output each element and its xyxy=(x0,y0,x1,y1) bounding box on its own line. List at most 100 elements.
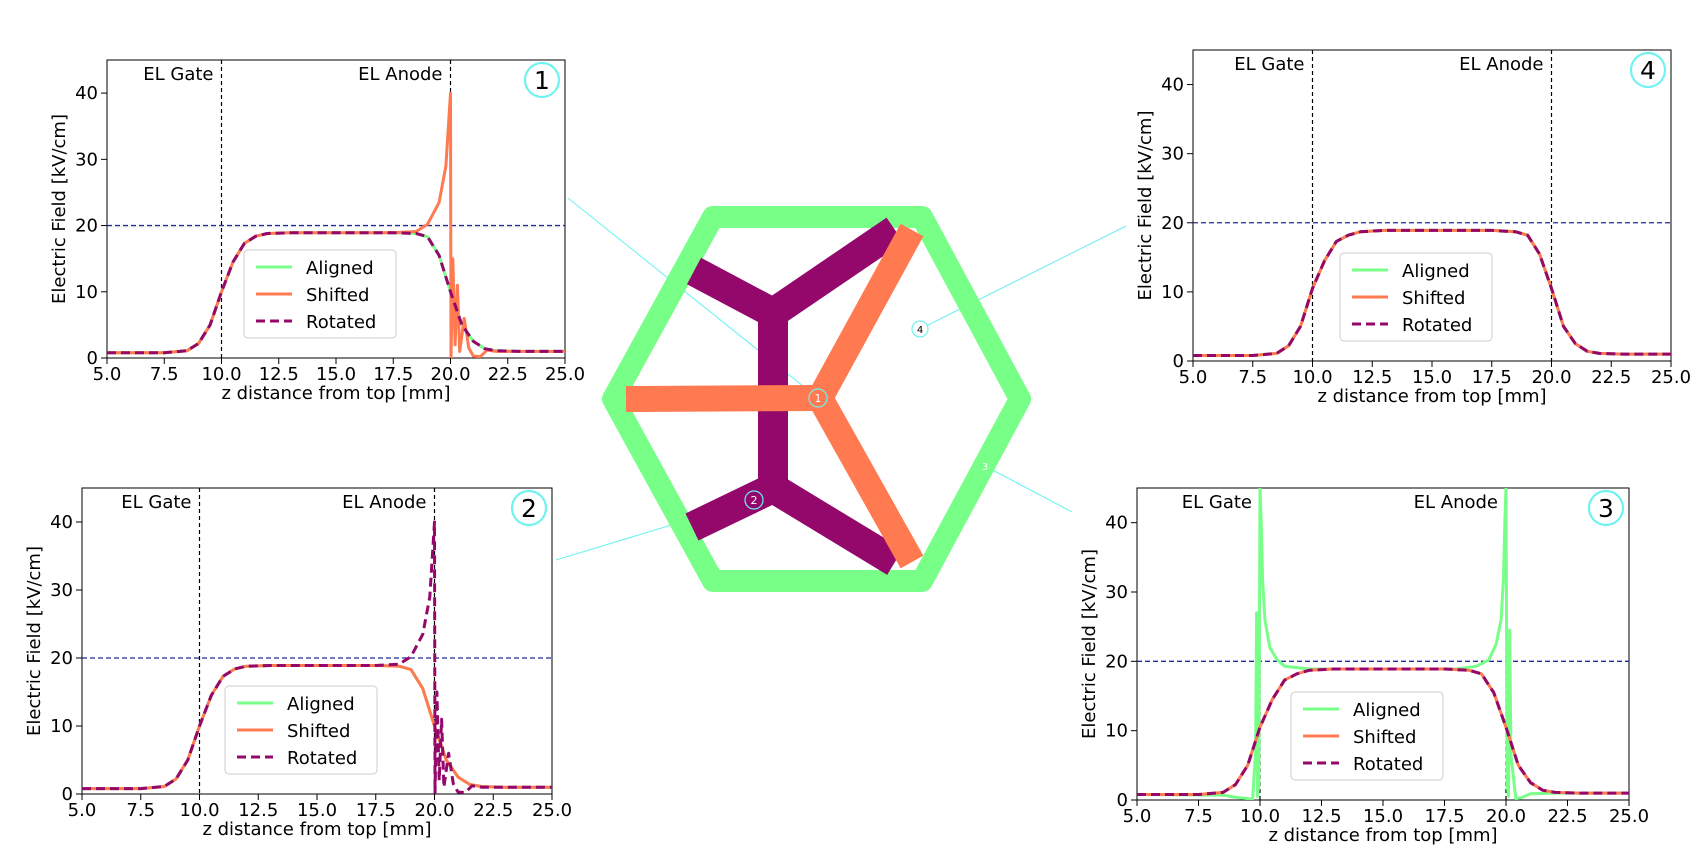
legend-label-3-shifted: Shifted xyxy=(1353,727,1416,748)
legend-label-3-rotated: Rotated xyxy=(1353,754,1423,775)
x-tick-label-3-8: 25.0 xyxy=(1609,806,1649,827)
x-tick-label-3-3: 12.5 xyxy=(1301,806,1341,827)
shifted-strip-2 xyxy=(808,223,924,405)
y-tick-label-4-0: 0 xyxy=(1173,351,1184,372)
y-tick-label-4-3: 30 xyxy=(1161,144,1184,165)
rotated-strip-2 xyxy=(686,257,781,327)
series-line-1-shifted xyxy=(107,91,565,358)
diagram-marker-label-1: 1 xyxy=(815,392,822,405)
y-tick-label-2-4: 40 xyxy=(50,512,73,533)
x-tick-label-2-1: 7.5 xyxy=(126,800,155,821)
x-tick-label-4-2: 10.0 xyxy=(1292,367,1332,388)
x-tick-label-2-0: 5.0 xyxy=(68,800,97,821)
x-tick-label-2-2: 10.0 xyxy=(179,800,219,821)
series-line-3-rotated xyxy=(1137,667,1629,796)
y-tick-label-3-3: 30 xyxy=(1105,582,1128,603)
y-tick-label-4-4: 40 xyxy=(1161,75,1184,96)
panel-badge-label-2: 2 xyxy=(521,494,537,523)
y-tick-label-2-2: 20 xyxy=(50,648,73,669)
hexagon-frame xyxy=(602,206,1031,592)
legend-label-1-aligned: Aligned xyxy=(306,258,374,279)
x-tick-label-1-6: 20.0 xyxy=(430,364,470,385)
legend-label-3-aligned: Aligned xyxy=(1353,700,1421,721)
y-tick-label-1-0: 0 xyxy=(87,348,98,369)
x-tick-label-2-6: 20.0 xyxy=(414,800,454,821)
series-line-4-rotated xyxy=(1193,228,1671,357)
x-tick-label-3-1: 7.5 xyxy=(1184,806,1213,827)
y-tick-label-1-1: 10 xyxy=(75,282,98,303)
panel-badge-1 xyxy=(523,61,561,99)
vline-label-1-1: EL Gate xyxy=(143,64,213,85)
legend-box-4 xyxy=(1339,252,1493,342)
x-tick-label-2-5: 17.5 xyxy=(356,800,396,821)
diagram-marker-label-2: 2 xyxy=(751,494,758,507)
x-tick-label-3-4: 15.0 xyxy=(1363,806,1403,827)
shifted-strip-1 xyxy=(625,385,821,412)
vline-label-3-2: EL Anode xyxy=(1414,492,1498,513)
x-tick-label-1-5: 17.5 xyxy=(373,364,413,385)
chart-panel-3: EL Gate EL Anode 5.0 7.5 10.0 12.5 15.0 17.5 20.… xyxy=(1079,487,1649,846)
x-tick-label-2-8: 25.0 xyxy=(532,800,572,821)
vline-label-4-2: EL Anode xyxy=(1459,54,1543,75)
y-tick-label-1-3: 30 xyxy=(75,149,98,170)
x-axis-label-4: z distance from top [mm] xyxy=(1317,386,1546,407)
vline-label-3-1: EL Gate xyxy=(1182,492,1252,513)
legend-box-3 xyxy=(1290,691,1444,781)
x-tick-label-4-3: 12.5 xyxy=(1352,367,1392,388)
hexagon-diagram: 1 2 3 4 xyxy=(602,206,1031,592)
x-tick-label-3-6: 20.0 xyxy=(1486,806,1526,827)
y-tick-label-1-2: 20 xyxy=(75,216,98,237)
y-axis-label-1: Electric Field [kV/cm] xyxy=(49,114,70,304)
y-tick-label-4-2: 20 xyxy=(1161,213,1184,234)
y-tick-label-3-0: 0 xyxy=(1117,790,1128,811)
x-tick-label-4-1: 7.5 xyxy=(1238,367,1267,388)
leader-line-3 xyxy=(919,225,1127,330)
chart-panel-4: EL Gate EL Anode 5.0 7.5 10.0 12.5 15.0 17.5 20.… xyxy=(1135,49,1691,407)
panel-badge-4 xyxy=(1629,51,1667,89)
x-tick-label-3-0: 5.0 xyxy=(1123,806,1152,827)
leader-line-4 xyxy=(984,465,1073,513)
vline-label-2-2: EL Anode xyxy=(342,492,426,513)
x-tick-label-3-7: 22.5 xyxy=(1547,806,1587,827)
legend-label-2-aligned: Aligned xyxy=(287,694,355,715)
vline-label-4-1: EL Gate xyxy=(1234,54,1304,75)
y-tick-label-2-0: 0 xyxy=(62,784,73,805)
x-tick-label-2-4: 15.0 xyxy=(297,800,337,821)
x-tick-label-2-3: 12.5 xyxy=(238,800,278,821)
panel-badge-label-3: 3 xyxy=(1598,494,1614,523)
vline-label-2-1: EL Gate xyxy=(121,492,191,513)
y-tick-label-4-1: 10 xyxy=(1161,282,1184,303)
x-tick-label-3-2: 10.0 xyxy=(1240,806,1280,827)
legend-1: Aligned Shifted Rotated xyxy=(243,249,397,339)
x-tick-label-1-4: 15.0 xyxy=(316,364,356,385)
x-axis-label-3: z distance from top [mm] xyxy=(1268,825,1497,846)
diagram-marker-label-4: 4 xyxy=(917,325,923,336)
chart-panel-2: EL Gate EL Anode 5.0 7.5 10.0 12.5 15.0 17.5 20.… xyxy=(24,487,572,840)
y-tick-label-1-4: 40 xyxy=(75,83,98,104)
x-tick-label-3-5: 17.5 xyxy=(1424,806,1464,827)
series-line-1-rotated xyxy=(107,231,565,355)
x-tick-label-1-7: 22.5 xyxy=(488,364,528,385)
legend-label-1-rotated: Rotated xyxy=(306,312,376,333)
series-line-2-rotated xyxy=(82,520,552,794)
legend-2: Aligned Shifted Rotated xyxy=(224,685,378,775)
y-tick-label-2-3: 30 xyxy=(50,580,73,601)
legend-box-2 xyxy=(224,685,378,775)
legend-4: Aligned Shifted Rotated xyxy=(1339,252,1493,342)
diagram-marker-4 xyxy=(911,320,929,338)
shifted-strip-3 xyxy=(808,391,924,569)
y-axis-label-3: Electric Field [kV/cm] xyxy=(1079,549,1100,739)
x-tick-label-1-2: 10.0 xyxy=(201,364,241,385)
legend-label-1-shifted: Shifted xyxy=(306,285,369,306)
vline-label-1-2: EL Anode xyxy=(358,64,442,85)
x-axis-label-2: z distance from top [mm] xyxy=(202,819,431,840)
y-axis-label-2: Electric Field [kV/cm] xyxy=(24,546,45,736)
panel-badge-2 xyxy=(510,489,548,527)
x-tick-label-4-8: 25.0 xyxy=(1651,367,1691,388)
x-tick-label-1-1: 7.5 xyxy=(150,364,179,385)
x-tick-label-2-7: 22.5 xyxy=(473,800,513,821)
legend-label-4-shifted: Shifted xyxy=(1402,288,1465,309)
x-tick-label-4-5: 17.5 xyxy=(1472,367,1512,388)
